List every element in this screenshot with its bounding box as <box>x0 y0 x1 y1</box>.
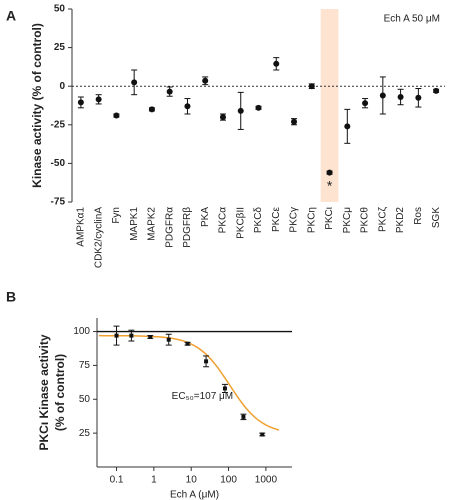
y-axis-label: PKCι Kinase activity <box>37 334 51 450</box>
point <box>291 118 298 125</box>
y-tick-label: -75 <box>51 197 66 208</box>
x-tick-label: 0.1 <box>110 475 124 486</box>
x-tick-label: CDK2/cyclinA <box>93 207 104 268</box>
x-tick-label: PDGFRα <box>164 207 175 248</box>
y-axis-label: Kinase activity (% of control) <box>30 23 44 188</box>
x-tick-label: PKCβII <box>235 207 246 239</box>
x-tick-label: 1000 <box>255 475 278 486</box>
annotation: Ech A 50 μM <box>384 14 440 25</box>
x-tick-label: PKA <box>200 207 211 227</box>
x-tick-label: PDGFRβ <box>182 207 193 248</box>
y-tick-label: 0 <box>59 81 65 92</box>
y-tick-label: 25 <box>54 42 66 53</box>
annotation: EC₅₀=107 μM <box>172 391 233 402</box>
x-tick-label: AMPKα1 <box>76 207 87 247</box>
point <box>219 114 226 121</box>
point <box>204 359 209 364</box>
point <box>184 103 191 110</box>
x-tick-label: PKCδ <box>253 207 264 234</box>
x-tick-label: PKCμ <box>342 207 353 234</box>
point <box>260 432 265 437</box>
point <box>273 60 280 67</box>
point <box>185 341 190 346</box>
point <box>241 414 246 419</box>
point <box>344 123 351 130</box>
y-tick-label: 50 <box>54 4 66 15</box>
point <box>95 96 102 103</box>
point <box>113 112 120 119</box>
point <box>148 106 155 113</box>
x-tick-label: PKCα <box>218 207 229 234</box>
point <box>379 92 386 99</box>
point <box>131 79 138 86</box>
point <box>222 386 227 391</box>
x-tick-label: 100 <box>220 475 237 486</box>
x-tick-label: PKCζ <box>377 206 388 232</box>
x-tick-label: PKCη <box>306 207 317 233</box>
y-tick-label: -50 <box>51 158 66 169</box>
point <box>255 104 262 111</box>
point <box>202 77 209 84</box>
y-tick-label: 100 <box>73 326 90 337</box>
point <box>362 100 369 107</box>
y-tick-label: 50 <box>79 394 91 405</box>
point <box>397 94 404 101</box>
point <box>166 337 171 342</box>
panel-label: B <box>6 289 16 305</box>
y-axis-label: (% of control) <box>53 354 67 431</box>
x-axis-label: Ech A (μM) <box>170 490 219 500</box>
y-tick-label: -25 <box>51 119 66 130</box>
x-tick-label: Fyn <box>111 207 122 224</box>
point <box>166 88 173 95</box>
significance: * <box>327 177 333 193</box>
y-tick-label: 25 <box>79 428 91 439</box>
y-tick-label: 75 <box>79 360 91 371</box>
x-tick-label: SGK <box>431 207 442 228</box>
x-tick-label: Ros <box>413 207 424 225</box>
x-tick-label: PKD2 <box>395 207 406 234</box>
x-tick-label: MAPK1 <box>129 207 140 241</box>
point <box>326 169 333 176</box>
fit-curve <box>98 334 280 431</box>
x-tick-label: 10 <box>186 475 198 486</box>
point <box>308 83 315 90</box>
point <box>114 333 119 338</box>
x-tick-label: MAPK2 <box>147 207 158 241</box>
point <box>148 334 153 339</box>
x-tick-label: PKCε <box>271 206 282 232</box>
point <box>129 333 134 338</box>
highlight-band <box>320 9 339 202</box>
x-tick-label: PKCθ <box>360 207 371 234</box>
point <box>77 99 84 106</box>
point <box>237 107 244 114</box>
x-tick-label: 1 <box>151 475 157 486</box>
x-tick-label: PKCι <box>324 207 335 230</box>
point <box>433 87 440 94</box>
x-tick-label: PKCγ <box>289 207 300 233</box>
panel-label: A <box>6 8 16 24</box>
point <box>415 94 422 101</box>
